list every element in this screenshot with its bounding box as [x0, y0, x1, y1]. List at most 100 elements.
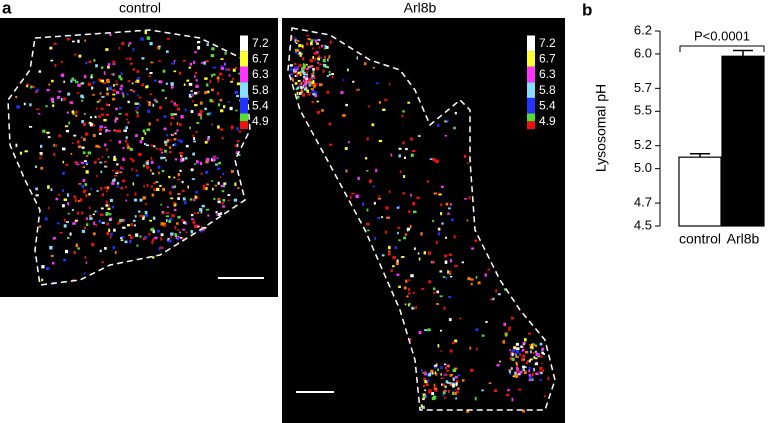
- lysosome-dot: [124, 240, 128, 244]
- lysosome-dot: [448, 296, 452, 298]
- lysosome-dot: [308, 65, 312, 69]
- lysosome-dot: [513, 346, 517, 350]
- lysosome-dot: [74, 79, 77, 82]
- lysosome-dot: [62, 171, 65, 175]
- lysosome-dot: [319, 57, 322, 59]
- lysosome-dot: [54, 144, 57, 147]
- lysosome-dot: [342, 114, 346, 117]
- lysosome-dot: [149, 41, 153, 46]
- color-swatch: [240, 51, 248, 67]
- lysosome-dot: [77, 200, 81, 202]
- lysosome-dot: [413, 210, 417, 214]
- lysosome-dot: [318, 38, 321, 42]
- lysosome-dot: [535, 344, 538, 348]
- lysosome-dot: [219, 72, 223, 76]
- lysosome-dot: [528, 373, 531, 377]
- lysosome-dot: [428, 389, 432, 393]
- lysosome-dot: [205, 60, 209, 63]
- lysosome-dot: [182, 237, 185, 241]
- lysosome-dot: [311, 82, 314, 86]
- lysosome-dot: [150, 160, 154, 164]
- lysosome-dot: [205, 160, 209, 164]
- lysosome-dot: [316, 110, 321, 114]
- lysosome-dot: [405, 279, 408, 283]
- lysosome-dot: [190, 168, 194, 172]
- lysosome-dot: [314, 57, 316, 61]
- lysosome-dot: [145, 164, 147, 166]
- lysosome-dot: [200, 226, 203, 228]
- lysosome-dot: [366, 170, 369, 172]
- lysosome-dot: [448, 389, 450, 393]
- scale-label: 7.2: [539, 36, 556, 50]
- lysosome-dot: [125, 113, 129, 116]
- lysosome-dot: [105, 204, 108, 207]
- lysosome-dot: [26, 85, 29, 88]
- lysosome-dot: [431, 397, 436, 401]
- lysosome-dot: [424, 370, 426, 373]
- lysosome-dot: [396, 259, 399, 263]
- lysosome-dot: [177, 139, 181, 142]
- lysosome-dot: [227, 199, 230, 202]
- lysosome-dot: [100, 170, 103, 174]
- lysosome-dot: [92, 124, 96, 127]
- lysosome-dot: [161, 169, 165, 173]
- lysosome-dot: [515, 354, 518, 357]
- lysosome-dot: [179, 123, 182, 127]
- lysosome-dot: [230, 80, 233, 83]
- lysosome-dot: [144, 132, 147, 135]
- lysosome-dot: [357, 88, 360, 91]
- lysosome-dot: [185, 144, 189, 148]
- lysosome-dot: [193, 224, 197, 229]
- lysosome-dot: [116, 163, 119, 166]
- lysosome-dot: [69, 232, 72, 236]
- lysosome-dot: [408, 287, 411, 292]
- lysosome-dot: [319, 63, 323, 66]
- lysosome-dot: [522, 354, 526, 358]
- lysosome-dot: [106, 87, 109, 91]
- lysosome-dot: [224, 51, 227, 55]
- lysosome-dot: [227, 194, 231, 197]
- cell-outline: [287, 27, 556, 411]
- lysosome-dot: [99, 132, 102, 135]
- lysosome-dot: [170, 100, 174, 103]
- lysosome-dot: [422, 396, 426, 399]
- lysosome-dot: [100, 207, 104, 210]
- lysosome-dot: [125, 57, 128, 60]
- lysosome-dot: [72, 278, 75, 281]
- lysosome-dot: [45, 105, 48, 108]
- lysosome-dot: [216, 167, 221, 170]
- lysosome-dot: [516, 347, 520, 351]
- lysosome-dot: [218, 212, 221, 216]
- lysosome-dot: [294, 37, 297, 39]
- lysosome-dot: [30, 85, 33, 89]
- lysosome-dot: [119, 166, 123, 170]
- lysosome-dot: [204, 226, 207, 229]
- lysosome-dot: [197, 113, 201, 116]
- lysosome-dot: [345, 103, 348, 107]
- lysosome-dot: [90, 116, 93, 119]
- lysosome-dot: [121, 179, 126, 183]
- lysosome-dot: [135, 102, 140, 105]
- lysosome-dot: [80, 136, 83, 139]
- lysosome-dot: [424, 380, 428, 384]
- lysosome-dot: [147, 109, 150, 114]
- lysosome-dot: [542, 369, 545, 372]
- lysosome-dot: [294, 82, 298, 85]
- lysosome-dot: [441, 383, 443, 386]
- lysosome-dot: [459, 317, 462, 320]
- lysosome-dot: [116, 170, 120, 173]
- lysosome-dot: [453, 367, 458, 370]
- lysosome-dot: [171, 85, 174, 89]
- lysosome-dot: [424, 372, 427, 376]
- color-swatch: [527, 82, 535, 98]
- lysosome-dot: [300, 84, 304, 88]
- lysosome-dot: [65, 129, 70, 133]
- lysosome-dot: [377, 216, 381, 219]
- lysosome-dot: [312, 93, 316, 96]
- lysosome-dot: [136, 106, 139, 110]
- lysosome-dot: [306, 63, 308, 66]
- lysosome-dot: [86, 163, 88, 165]
- bar: [678, 156, 722, 227]
- lysosome-dot: [231, 127, 233, 130]
- lysosome-dot: [106, 81, 110, 83]
